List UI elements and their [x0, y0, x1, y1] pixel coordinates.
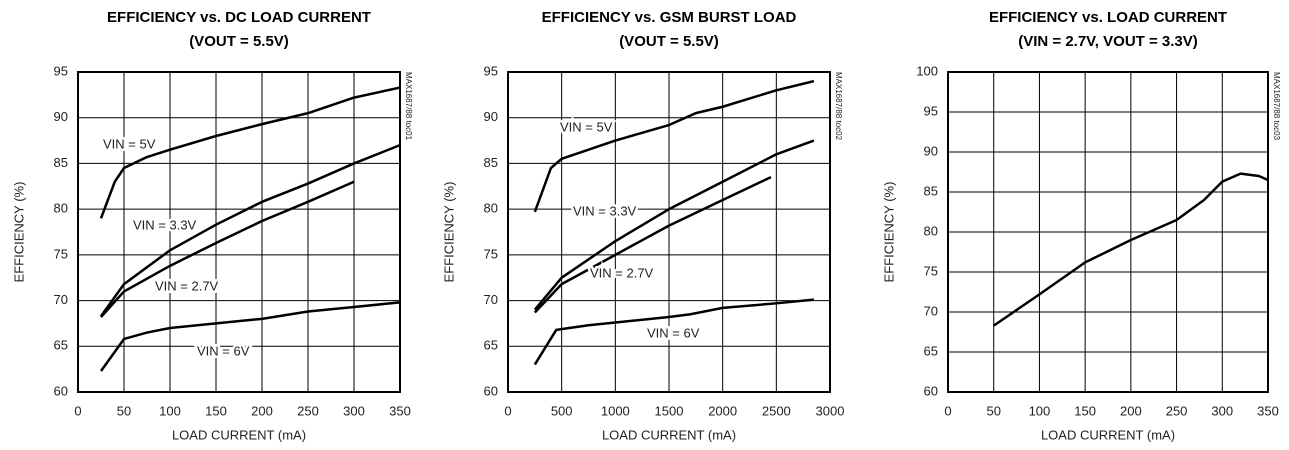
x-tick-label: 0: [74, 403, 81, 418]
y-tick-label: 75: [54, 246, 68, 261]
figure-code: MAX1687/88 toc01: [404, 72, 413, 141]
series-label: VIN = 2.7V: [590, 265, 654, 280]
y-tick-label: 65: [924, 343, 938, 358]
x-tick-label: 150: [1074, 403, 1096, 418]
x-tick-label: 1000: [601, 403, 630, 418]
chart-subtitle: (VOUT = 5.5V): [189, 33, 289, 50]
y-tick-label: 90: [54, 109, 68, 124]
x-tick-label: 250: [1166, 403, 1188, 418]
series-label: VIN = 6V: [647, 325, 700, 340]
chart-title: EFFICIENCY vs. LOAD CURRENT: [989, 9, 1227, 26]
series-label: VIN = 5V: [560, 119, 613, 134]
efficiency-line: [993, 172, 1269, 327]
x-tick-label: 300: [1211, 403, 1233, 418]
efficiency-line: [99, 86, 401, 219]
x-axis-label: LOAD CURRENT (mA): [1041, 427, 1175, 442]
chart-subtitle: (VOUT = 5.5V): [619, 33, 719, 50]
series-label: VIN = 3.3V: [573, 203, 637, 218]
x-tick-label: 1500: [655, 403, 684, 418]
y-tick-label: 60: [484, 383, 498, 398]
chart-subtitle: (VIN = 2.7V, VOUT = 3.3V): [1018, 33, 1198, 50]
figure-code: MAX1687/88 toc02: [834, 72, 843, 141]
x-tick-label: 3000: [816, 403, 845, 418]
y-tick-label: 80: [484, 201, 498, 216]
y-tick-label: 100: [916, 63, 938, 78]
x-tick-label: 50: [117, 403, 131, 418]
y-tick-label: 70: [484, 292, 498, 307]
x-tick-label: 50: [986, 403, 1000, 418]
y-tick-label: 85: [484, 155, 498, 170]
y-axis-label: EFFICIENCY (%): [441, 182, 456, 283]
y-tick-label: 75: [484, 246, 498, 261]
x-tick-label: 200: [1120, 403, 1142, 418]
y-tick-label: 85: [54, 155, 68, 170]
chart-title: EFFICIENCY vs. GSM BURST LOAD: [542, 9, 797, 26]
y-tick-label: 60: [924, 383, 938, 398]
efficiency-line: [533, 176, 772, 314]
y-tick-label: 90: [924, 143, 938, 158]
y-axis-label: EFFICIENCY (%): [11, 182, 26, 283]
x-tick-label: 350: [1257, 403, 1279, 418]
x-tick-label: 2000: [708, 403, 737, 418]
y-tick-label: 65: [484, 338, 498, 353]
plot-frame: [947, 71, 1269, 393]
plot-frame: [77, 71, 401, 393]
y-tick-label: 80: [924, 223, 938, 238]
y-tick-label: 65: [54, 338, 68, 353]
y-tick-label: 75: [924, 263, 938, 278]
y-tick-label: 95: [484, 63, 498, 78]
plot-frame: [507, 71, 831, 393]
x-tick-label: 300: [343, 403, 365, 418]
x-tick-label: 200: [251, 403, 273, 418]
efficiency-line: [100, 180, 355, 318]
efficiency-line: [533, 79, 815, 213]
x-axis-label: LOAD CURRENT (mA): [172, 427, 306, 442]
y-tick-label: 85: [924, 183, 938, 198]
x-tick-label: 250: [297, 403, 319, 418]
y-tick-label: 95: [54, 63, 68, 78]
x-tick-label: 2500: [762, 403, 791, 418]
x-tick-label: 100: [159, 403, 181, 418]
y-tick-label: 95: [924, 103, 938, 118]
efficiency-line: [533, 139, 815, 311]
efficiency-line: [99, 301, 401, 372]
y-tick-label: 60: [54, 383, 68, 398]
y-axis-label: EFFICIENCY (%): [881, 182, 896, 283]
y-tick-label: 90: [484, 109, 498, 124]
y-tick-label: 80: [54, 201, 68, 216]
efficiency-line: [533, 298, 815, 366]
chart-title: EFFICIENCY vs. DC LOAD CURRENT: [107, 9, 371, 26]
figure-code: MAX1687/88 toc03: [1272, 72, 1281, 141]
x-tick-label: 500: [551, 403, 573, 418]
series-label: VIN = 6V: [197, 343, 250, 358]
y-tick-label: 70: [924, 303, 938, 318]
x-tick-label: 100: [1029, 403, 1051, 418]
series-label: VIN = 3.3V: [133, 217, 197, 232]
x-tick-label: 350: [389, 403, 411, 418]
efficiency-line: [99, 143, 401, 317]
series-label: VIN = 5V: [103, 136, 156, 151]
x-tick-label: 150: [205, 403, 227, 418]
x-axis-label: LOAD CURRENT (mA): [602, 427, 736, 442]
series-label: VIN = 2.7V: [155, 278, 219, 293]
x-tick-label: 0: [504, 403, 511, 418]
y-tick-label: 70: [54, 292, 68, 307]
x-tick-label: 0: [944, 403, 951, 418]
